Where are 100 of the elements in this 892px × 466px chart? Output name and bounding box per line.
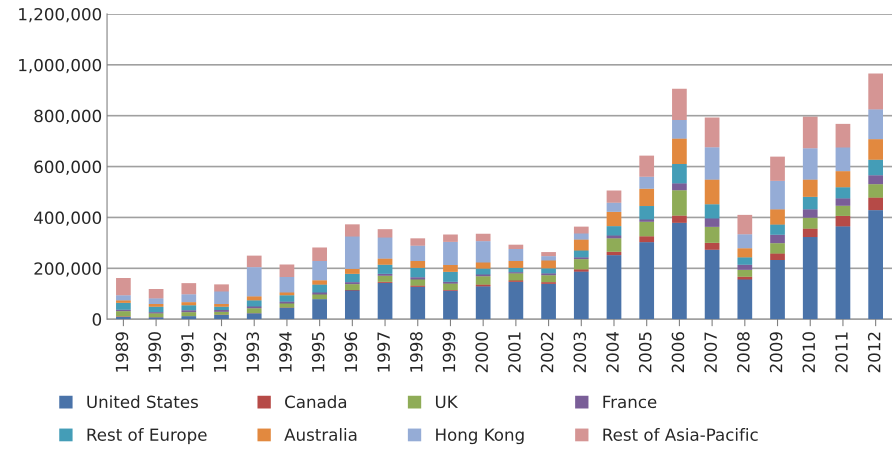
bar <box>443 272 458 282</box>
bar <box>737 280 752 320</box>
bar <box>639 242 654 320</box>
x-tick-label: 2004 <box>606 332 619 372</box>
bar <box>672 138 687 164</box>
x-tick-label: 1990 <box>148 332 161 372</box>
bar <box>410 280 426 286</box>
bar <box>378 258 392 265</box>
bar <box>639 176 654 189</box>
bar <box>672 120 687 139</box>
x-tick-label: 1996 <box>344 332 358 372</box>
bar <box>246 256 262 268</box>
bar <box>116 300 131 303</box>
bar <box>802 116 818 148</box>
bar <box>312 260 327 280</box>
bar <box>344 236 360 269</box>
x-tick-label: 2011 <box>835 332 848 372</box>
bar <box>737 270 752 277</box>
bar <box>476 268 491 274</box>
bar <box>508 273 524 281</box>
bar <box>836 198 850 206</box>
bar <box>672 190 687 216</box>
bar <box>214 312 229 315</box>
bar <box>737 248 752 258</box>
bar <box>280 292 294 296</box>
bar <box>541 260 556 268</box>
bar <box>868 109 884 140</box>
bar <box>476 276 491 285</box>
bar <box>410 277 426 280</box>
y-tick-label: 600,000 <box>34 160 102 175</box>
bar <box>246 300 262 306</box>
bar <box>574 259 589 270</box>
bar <box>770 254 785 260</box>
bar <box>737 257 752 265</box>
bar <box>410 246 426 261</box>
bar <box>836 216 850 226</box>
bar <box>802 218 818 229</box>
bar <box>148 306 164 312</box>
bar <box>148 313 164 318</box>
legend-label: United States <box>87 395 198 408</box>
bar <box>181 312 196 316</box>
bar <box>704 204 720 218</box>
bar <box>836 187 850 198</box>
x-tick-label: 1994 <box>279 332 292 372</box>
bar <box>410 260 426 268</box>
x-tick-label: 2006 <box>672 332 684 372</box>
bar <box>868 175 884 184</box>
bar <box>574 250 589 258</box>
x-tick-label: 2012 <box>868 332 880 372</box>
bar <box>802 148 818 180</box>
bar <box>541 252 556 256</box>
x-tick-label: 2003 <box>574 332 586 372</box>
bar <box>443 290 458 320</box>
bar <box>606 238 622 252</box>
bar <box>344 290 360 320</box>
bar <box>868 139 884 160</box>
bar <box>770 234 785 244</box>
bar <box>541 268 556 274</box>
bar <box>541 275 556 282</box>
bar <box>443 265 458 272</box>
bar <box>508 249 524 261</box>
bar <box>214 284 229 292</box>
bar <box>737 214 752 234</box>
bar <box>181 294 196 302</box>
bar <box>836 124 850 148</box>
bar <box>672 88 687 120</box>
bar <box>836 171 850 188</box>
legend-label: Rest of Asia-Pacific <box>603 428 758 441</box>
legend-label: Canada <box>285 395 346 408</box>
bar <box>246 296 262 300</box>
bar <box>214 304 229 307</box>
bar <box>344 224 360 237</box>
bar <box>280 303 294 308</box>
bar <box>344 274 360 282</box>
legend-label: Australia <box>284 428 356 441</box>
bar <box>148 304 164 307</box>
x-tick-label: 2007 <box>704 332 717 372</box>
bar <box>214 291 229 304</box>
y-tick-label: 200,000 <box>34 262 102 277</box>
bar <box>476 234 491 242</box>
bar <box>868 160 884 176</box>
bar <box>246 313 262 320</box>
legend-label: Hong Kong <box>436 428 524 444</box>
bar <box>344 284 360 290</box>
bar <box>704 147 720 180</box>
bar <box>802 228 818 238</box>
bar <box>704 242 720 250</box>
bar <box>672 222 687 320</box>
bar <box>770 224 785 235</box>
bar <box>443 242 458 266</box>
bar <box>312 247 327 261</box>
x-tick-label: 2001 <box>508 332 521 372</box>
bar <box>704 250 720 320</box>
bar <box>508 260 524 268</box>
y-tick-label: 800,000 <box>34 110 102 124</box>
bar <box>639 236 654 242</box>
x-tick-label: 1989 <box>116 332 128 372</box>
bar <box>344 268 360 274</box>
bar <box>508 282 524 320</box>
bar <box>672 164 687 184</box>
